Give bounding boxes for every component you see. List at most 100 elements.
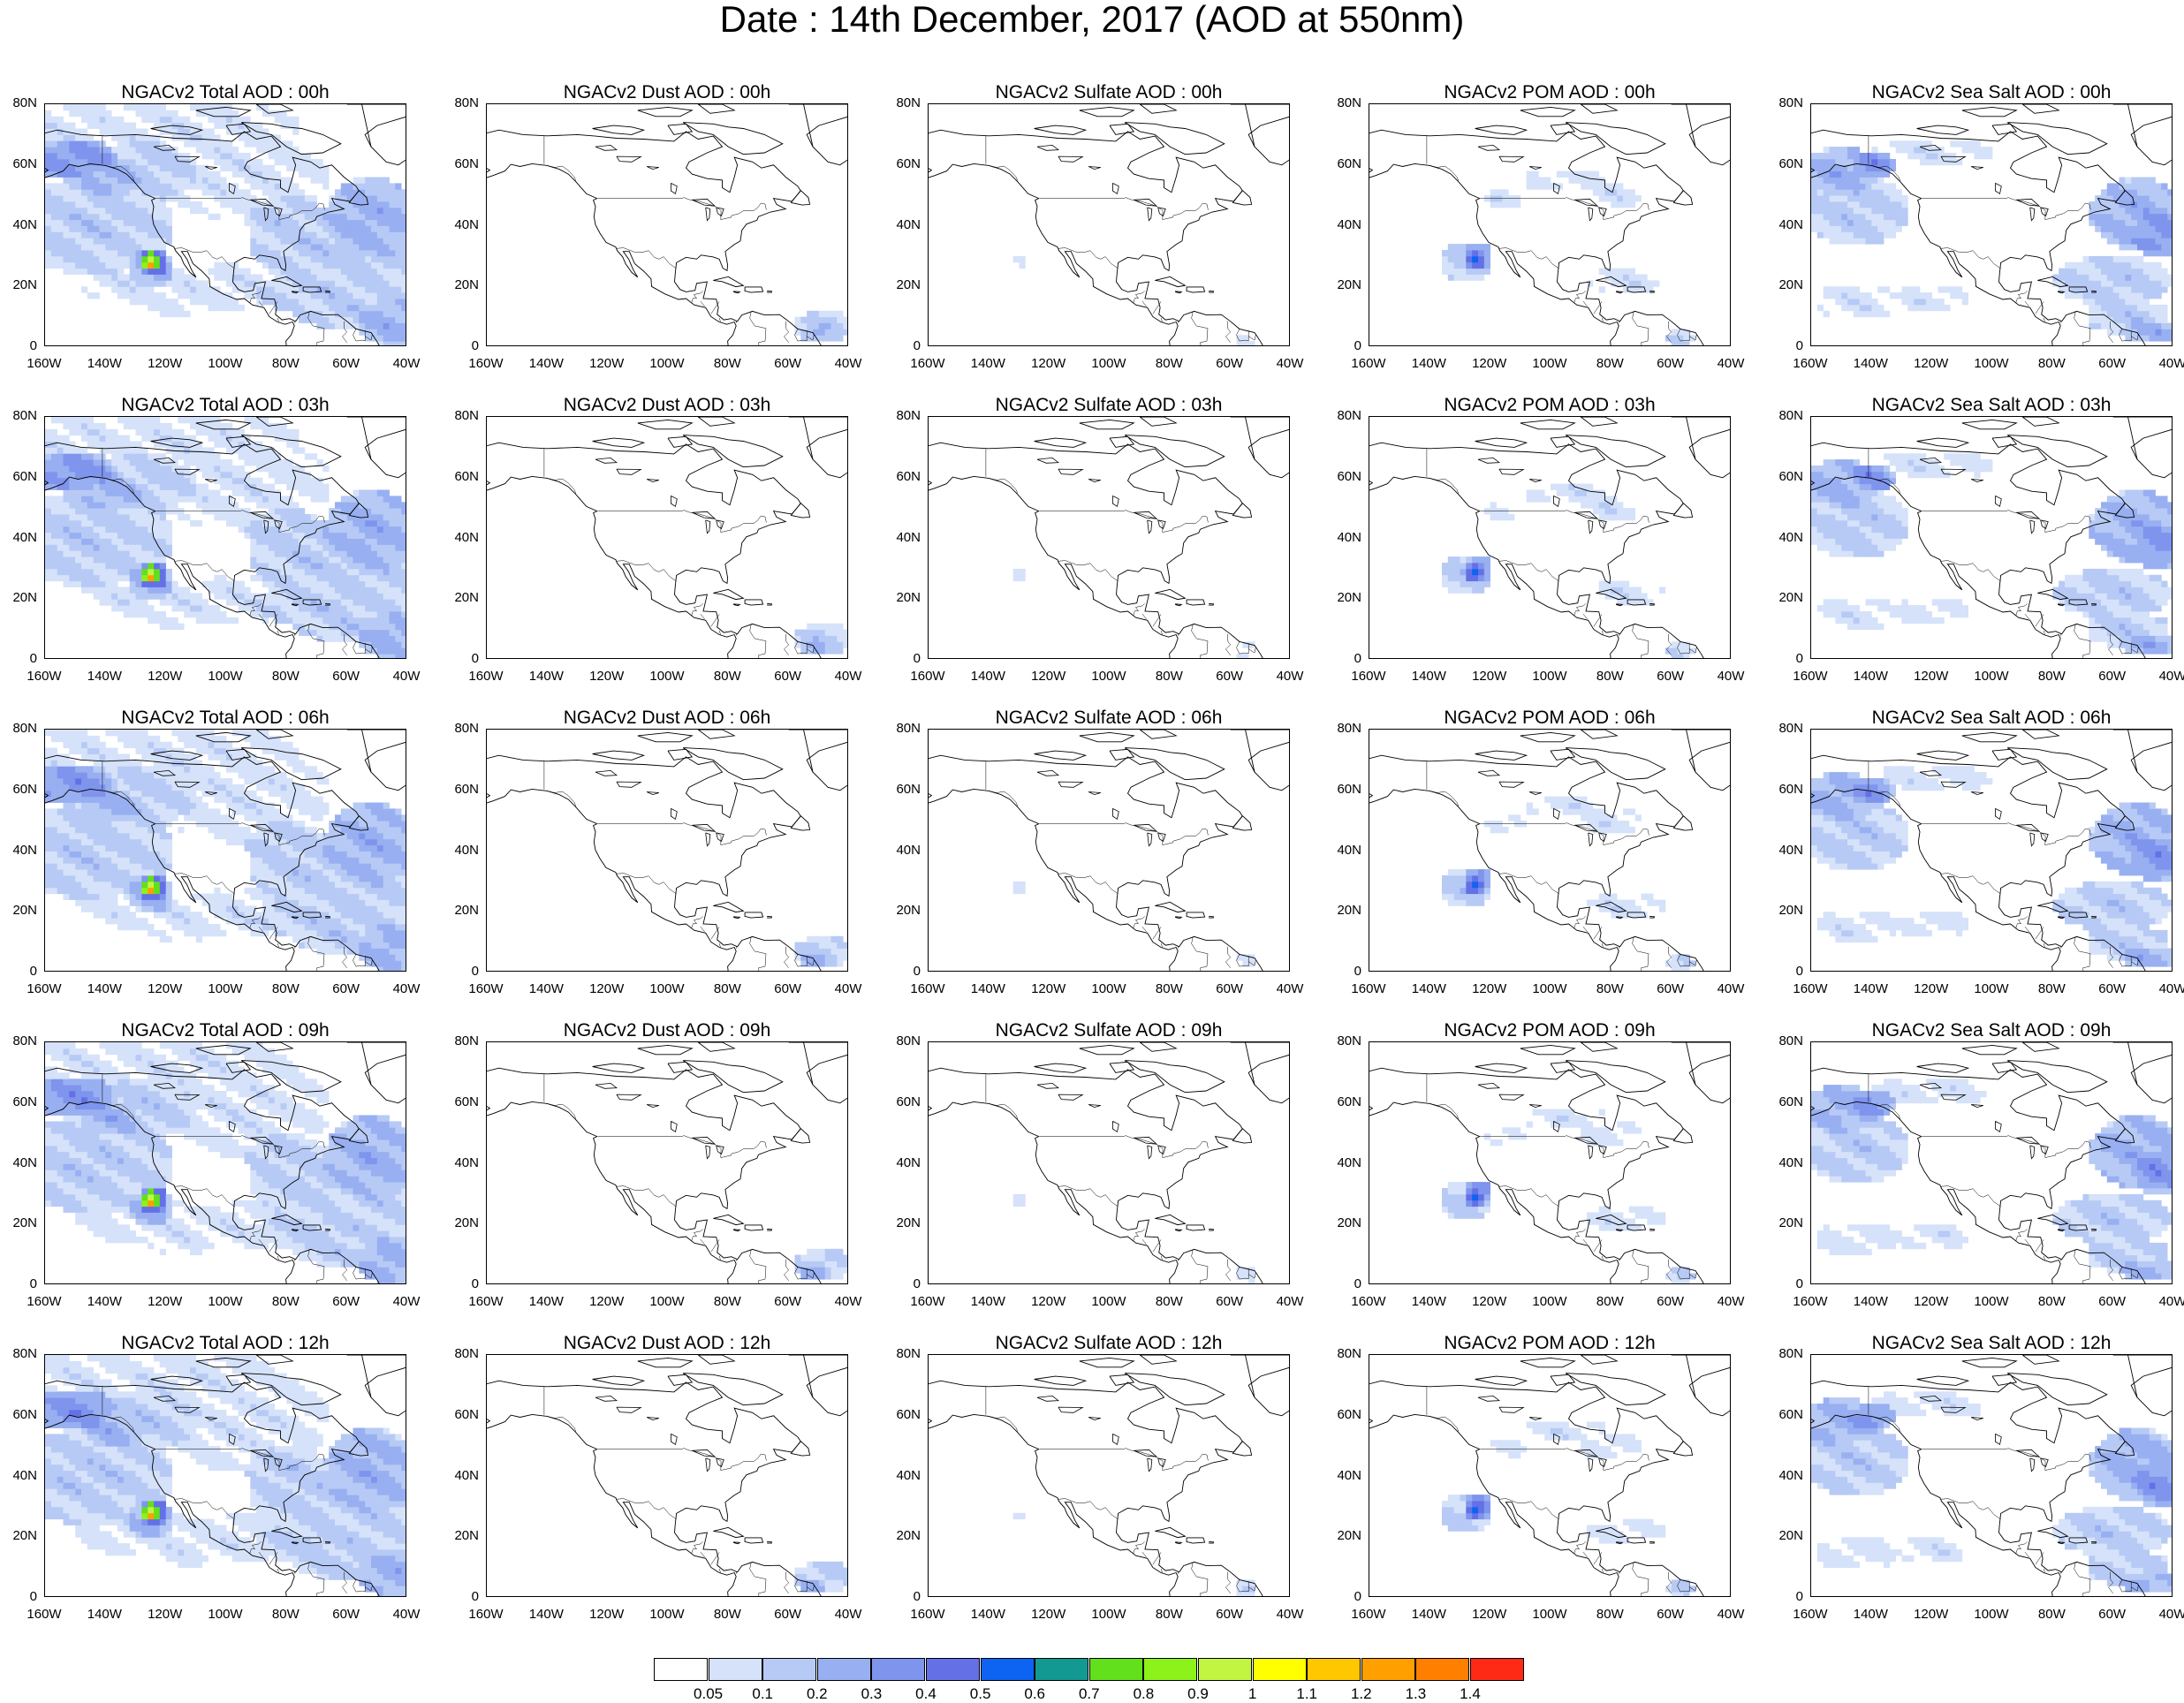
aod-cell <box>130 539 136 545</box>
aod-cell <box>299 250 305 256</box>
aod-cell <box>100 262 106 269</box>
aod-cell <box>250 208 256 214</box>
aod-cell <box>401 563 406 569</box>
aod-cell <box>281 292 287 299</box>
aod-cell <box>365 256 371 262</box>
aod-cell <box>1860 226 1866 232</box>
aod-cell <box>2150 244 2156 250</box>
aod-cell <box>2065 262 2071 269</box>
aod-cell <box>100 110 106 117</box>
aod-cell <box>359 214 365 220</box>
aod-cell <box>130 171 136 178</box>
aod-cell <box>322 214 329 220</box>
aod-cell <box>1902 526 1908 533</box>
aod-cell <box>1647 286 1653 292</box>
aod-cell <box>1830 292 1836 299</box>
island-outline <box>2113 104 2173 165</box>
aod-cell <box>383 286 390 292</box>
longitude-label: 80W <box>1142 669 1195 684</box>
aod-cell <box>286 539 292 545</box>
aod-cell <box>1478 569 1484 575</box>
aod-cell <box>2143 244 2150 250</box>
aod-cell <box>2161 587 2167 594</box>
aod-cell <box>322 183 329 189</box>
aod-cell <box>1968 147 1975 153</box>
aod-cell <box>322 238 329 244</box>
aod-cell <box>154 250 160 256</box>
country-border <box>277 318 278 322</box>
aod-cell <box>2125 275 2131 281</box>
latitude-label: 80N <box>885 96 921 110</box>
aod-cell <box>75 447 81 453</box>
country-border <box>785 322 789 343</box>
aod-cell <box>64 189 70 195</box>
aod-cell <box>105 520 111 526</box>
aod-cell <box>100 539 106 545</box>
aod-cell <box>118 502 124 508</box>
aod-cell <box>214 459 220 465</box>
aod-cell <box>214 593 220 599</box>
aod-cell <box>178 484 184 490</box>
aod-cell <box>2120 244 2126 250</box>
aod-cell <box>184 484 190 490</box>
aod-cell <box>2059 275 2065 281</box>
aod-cell <box>1920 292 1926 299</box>
aod-cell <box>813 323 819 329</box>
aod-cell <box>317 539 323 545</box>
aod-cell <box>154 280 160 286</box>
longitude-label: 120W <box>1022 669 1075 684</box>
aod-cell <box>1877 520 1884 526</box>
aod-cell <box>305 490 311 496</box>
country-border <box>1574 291 1586 303</box>
aod-cell <box>160 484 166 490</box>
aod-cell <box>166 429 172 435</box>
island-outline <box>593 438 644 447</box>
aod-cell <box>377 581 383 587</box>
aod-cell <box>118 490 124 496</box>
aod-cell <box>371 514 377 520</box>
aod-cell <box>1841 550 1847 556</box>
aod-cell <box>395 335 401 341</box>
latitude-label: 80N <box>885 409 921 423</box>
aod-cell <box>75 533 81 539</box>
aod-cell <box>220 587 226 594</box>
aod-cell <box>1442 575 1448 581</box>
aod-cell <box>256 496 262 502</box>
aod-cell <box>1902 140 1908 147</box>
aod-cell <box>2167 226 2173 232</box>
aod-cell <box>64 581 70 587</box>
aod-cell <box>245 593 251 599</box>
aod-cell <box>118 526 124 533</box>
aod-cell <box>245 214 251 220</box>
aod-cell <box>154 159 160 165</box>
aod-cell <box>2156 250 2162 256</box>
aod-cell <box>1835 611 1841 617</box>
aod-cell <box>371 256 377 262</box>
aod-cell <box>311 201 317 208</box>
aod-cell <box>51 465 57 472</box>
aod-cell <box>256 280 262 286</box>
aod-cell <box>2089 593 2095 599</box>
country-border <box>1574 603 1586 616</box>
aod-cell <box>347 563 353 569</box>
aod-cell <box>57 220 64 226</box>
aod-cell <box>2095 269 2101 275</box>
aod-cell <box>75 159 81 165</box>
aod-cell <box>311 262 317 269</box>
aod-cell <box>172 478 178 484</box>
aod-cell <box>1854 533 1860 539</box>
aod-cell <box>94 220 100 226</box>
panel-title: NGACv2 Sulfate AOD : 00h <box>928 82 1290 103</box>
aod-cell <box>64 250 70 256</box>
aod-cell <box>118 178 124 184</box>
aod-cell <box>395 496 401 502</box>
aod-cell <box>239 280 245 286</box>
aod-cell <box>81 526 87 533</box>
aod-cell <box>100 514 106 520</box>
aod-cell <box>322 484 329 490</box>
aod-cell <box>1817 605 1824 611</box>
aod-cell <box>111 250 118 256</box>
aod-cell <box>2143 226 2150 232</box>
aod-cell <box>2113 280 2120 286</box>
aod-cell <box>2113 587 2120 594</box>
